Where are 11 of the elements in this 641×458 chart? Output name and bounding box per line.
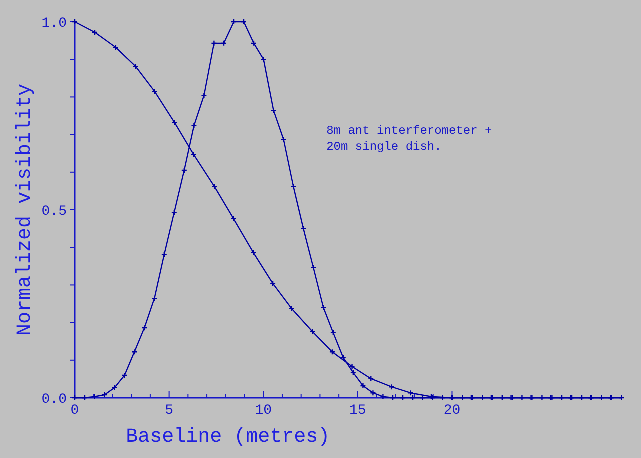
x-axis-title: Baseline (metres) — [126, 426, 330, 449]
x-tick-label: 20 — [444, 403, 461, 419]
annotation: 8m ant interferometer + 20m single dish. — [326, 124, 492, 154]
x-tick-label: 0 — [70, 403, 80, 419]
x-tick-label: 15 — [350, 403, 366, 419]
y-axis-title: Normalized visibility — [14, 84, 37, 336]
x-tick-label: 10 — [255, 403, 272, 419]
y-tick-label: 0.5 — [42, 204, 67, 220]
y-tick-label: 0.0 — [42, 392, 67, 408]
y-tick-label: 1.0 — [42, 16, 67, 32]
x-tick-label: 5 — [165, 403, 174, 419]
